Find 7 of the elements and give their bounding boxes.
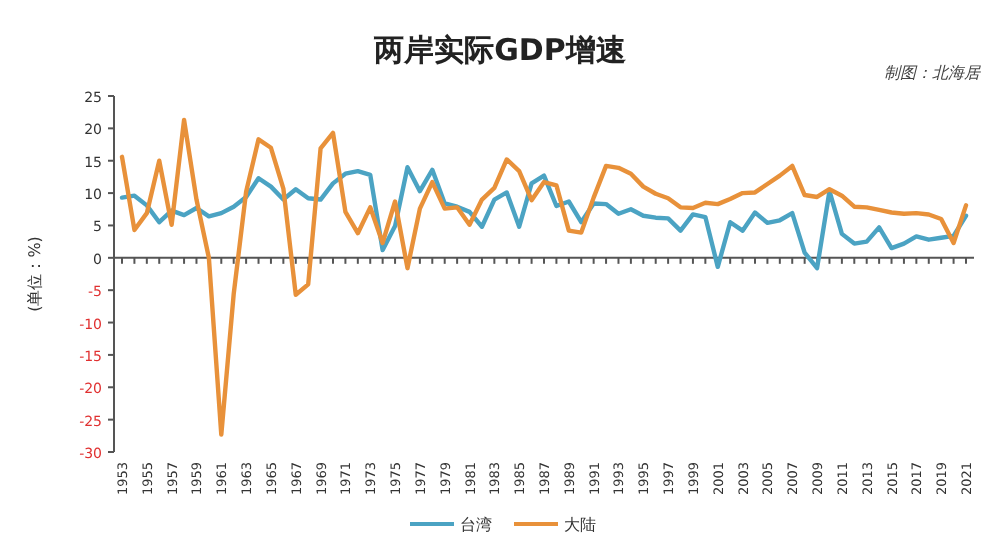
chart-title: 两岸实际GDP增速 bbox=[372, 32, 628, 68]
text: 制图：北海居 bbox=[884, 64, 982, 82]
line-series bbox=[119, 117, 969, 437]
legend-label: 台湾 bbox=[460, 516, 492, 534]
legend-label: 大陆 bbox=[564, 516, 596, 534]
line-series bbox=[119, 165, 969, 271]
y-axis-title: (单位：%) bbox=[26, 236, 44, 312]
